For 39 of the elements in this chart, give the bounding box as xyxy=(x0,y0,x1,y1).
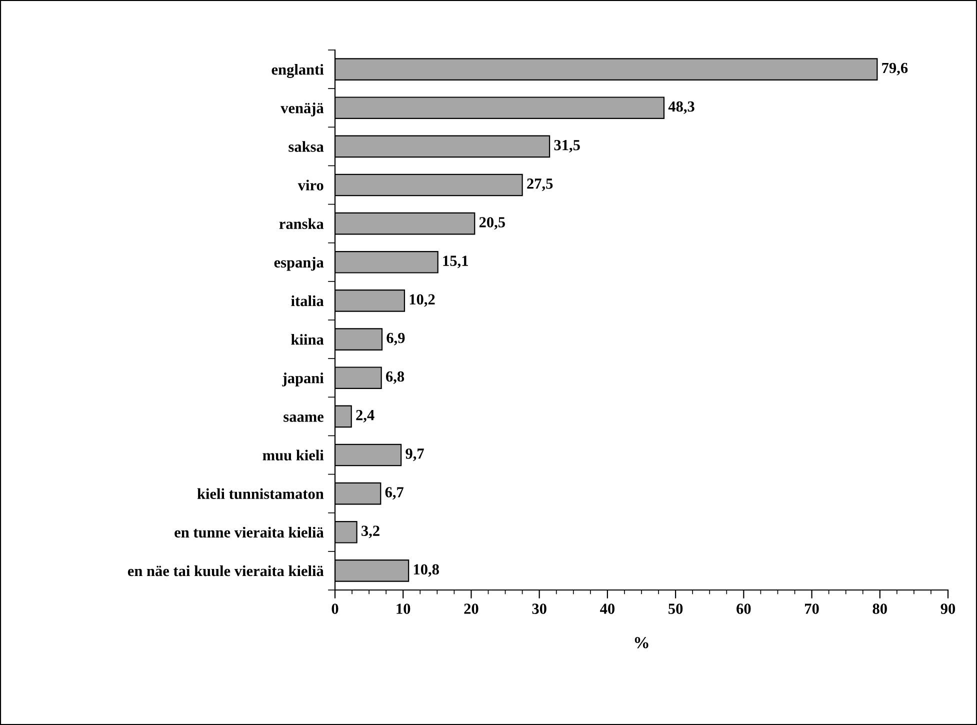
x-tick-label: 80 xyxy=(872,604,887,614)
data-label: 79,6 xyxy=(882,62,908,76)
y-tick-label: en näe tai kuule vieraita kieliä xyxy=(128,565,324,576)
data-label: 3,2 xyxy=(362,526,380,538)
y-tick-label: viro xyxy=(298,180,324,190)
x-tick-label: 10 xyxy=(396,604,410,614)
x-tick-label: 60 xyxy=(736,604,751,614)
data-label: 20,5 xyxy=(479,217,505,230)
y-tick-label: kiina xyxy=(291,334,324,345)
y-tick-label: saksa xyxy=(288,141,324,152)
data-label: 2,4 xyxy=(356,410,374,422)
x-tick-label: 40 xyxy=(600,604,614,614)
x-tick-label: 0 xyxy=(332,604,338,614)
data-label: 10,2 xyxy=(410,294,435,307)
x-tick-label: 30 xyxy=(532,604,546,614)
x-tick-label: 70 xyxy=(805,604,819,614)
x-tick-label: 50 xyxy=(668,604,683,614)
y-tick-label: kieli tunnistamaton xyxy=(197,488,324,500)
data-label: 6,8 xyxy=(386,371,404,384)
data-label: 31,5 xyxy=(554,140,580,152)
data-label: 6,9 xyxy=(386,332,405,346)
data-label: 27,5 xyxy=(527,178,553,192)
y-tick-label: venäjä xyxy=(280,102,324,116)
data-label: 10,8 xyxy=(414,564,439,577)
data-label: 48,3 xyxy=(668,101,694,114)
x-tick-label: 20 xyxy=(464,604,478,614)
y-tick-label: en tunne vieraita kieliä xyxy=(174,526,324,538)
y-tick-label: ranska xyxy=(279,218,324,230)
data-label: 15,1 xyxy=(443,256,468,268)
y-tick-label: italia xyxy=(291,295,324,306)
data-label: 9,7 xyxy=(406,448,424,462)
y-tick-label: muu kieli xyxy=(262,450,324,460)
data-label: 6,7 xyxy=(385,487,404,500)
y-tick-label: englanti xyxy=(272,64,324,78)
y-tick-label: espanja xyxy=(274,256,324,271)
y-tick-label: saame xyxy=(284,414,324,422)
x-axis-title: % xyxy=(634,636,648,648)
x-tick-label: 90 xyxy=(940,604,956,614)
y-tick-label: japani xyxy=(282,372,324,386)
